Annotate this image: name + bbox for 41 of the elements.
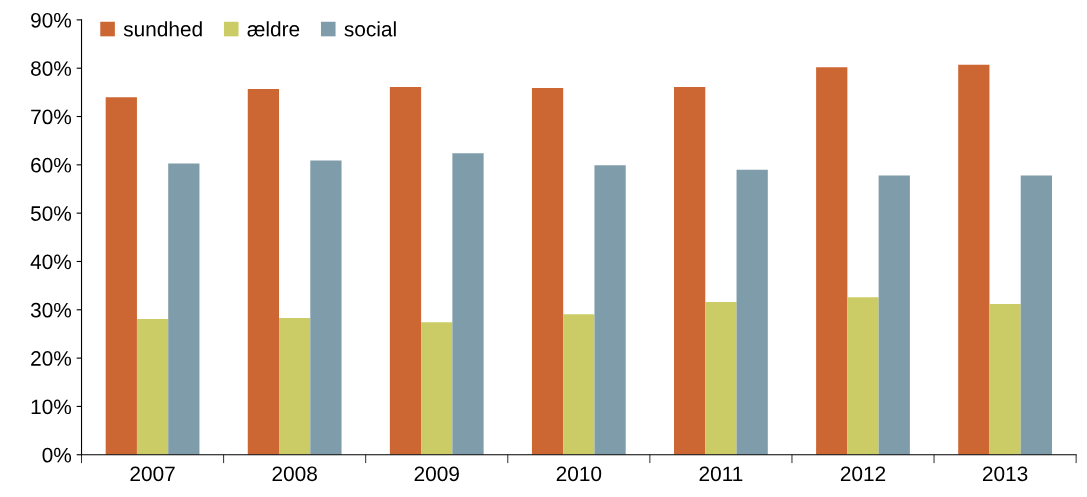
bar [594,165,626,455]
bar [136,318,169,455]
legend-label: sundhed [123,21,202,37]
bar [105,97,137,455]
y-tick-label: 40% [30,254,72,270]
y-tick-label: 30% [30,302,72,318]
bar [736,169,768,455]
bar [989,304,1021,455]
y-tick-label: 0% [42,447,72,463]
y-tick-label: 80% [31,61,72,76]
bar [563,314,595,455]
x-tick-label: 2011 [699,466,743,482]
bar [279,318,311,455]
y-tick-label: 10% [31,399,72,415]
bar [705,302,737,455]
bar [168,163,200,455]
bar [958,64,990,455]
bar [847,297,879,455]
bar [452,153,484,455]
y-tick-label: 90% [31,12,72,28]
y-tick-label: 60% [31,157,72,173]
bar [389,87,422,455]
y-tick-label: 70% [31,109,72,125]
x-tick-label: 2012 [840,466,886,482]
bar [247,88,280,455]
x-tick-label: 2007 [130,466,175,482]
bar [310,160,342,455]
legend-label: social [344,21,396,37]
y-tick-label: 20% [31,351,72,366]
bar [878,175,910,455]
x-tick-label: 2009 [414,466,459,482]
bar [816,67,848,455]
x-tick-label: 2013 [982,466,1028,482]
y-tick-label: 50% [30,206,72,221]
bar [421,322,453,455]
bar [1020,175,1052,455]
x-tick-label: 2010 [556,466,602,482]
bar [674,87,706,455]
legend-label: ældre [247,21,300,37]
bar [531,88,564,455]
x-tick-label: 2008 [272,466,317,482]
